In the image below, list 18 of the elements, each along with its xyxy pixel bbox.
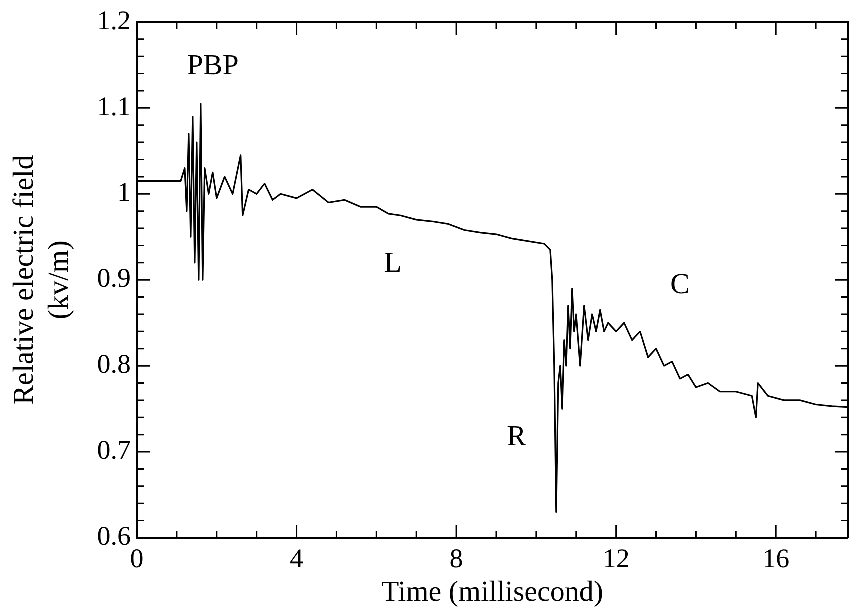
x-tick-label: 16 <box>762 543 790 574</box>
y-tick-label: 0.8 <box>97 349 131 380</box>
x-tick-label: 4 <box>290 543 304 574</box>
y-tick-label: 0.6 <box>97 521 131 552</box>
y-tick-label: 0.7 <box>97 435 131 466</box>
annotation: R <box>507 420 527 453</box>
y-tick-label: 1 <box>118 177 131 208</box>
x-tick-label: 8 <box>450 543 464 574</box>
annotation: C <box>670 268 690 300</box>
x-tick-label: 0 <box>130 543 144 574</box>
y-tick-label: 1.1 <box>97 91 131 122</box>
y-axis-title: Relative electric field (kv/m) <box>8 154 75 405</box>
x-tick-label: 12 <box>602 543 630 574</box>
y-tick-label: 1.2 <box>97 5 131 36</box>
annotation: PBP <box>187 50 239 82</box>
y-tick-label: 0.9 <box>97 263 131 294</box>
x-axis-title: Time (millisecond) <box>381 576 604 608</box>
annotation: L <box>384 247 402 280</box>
